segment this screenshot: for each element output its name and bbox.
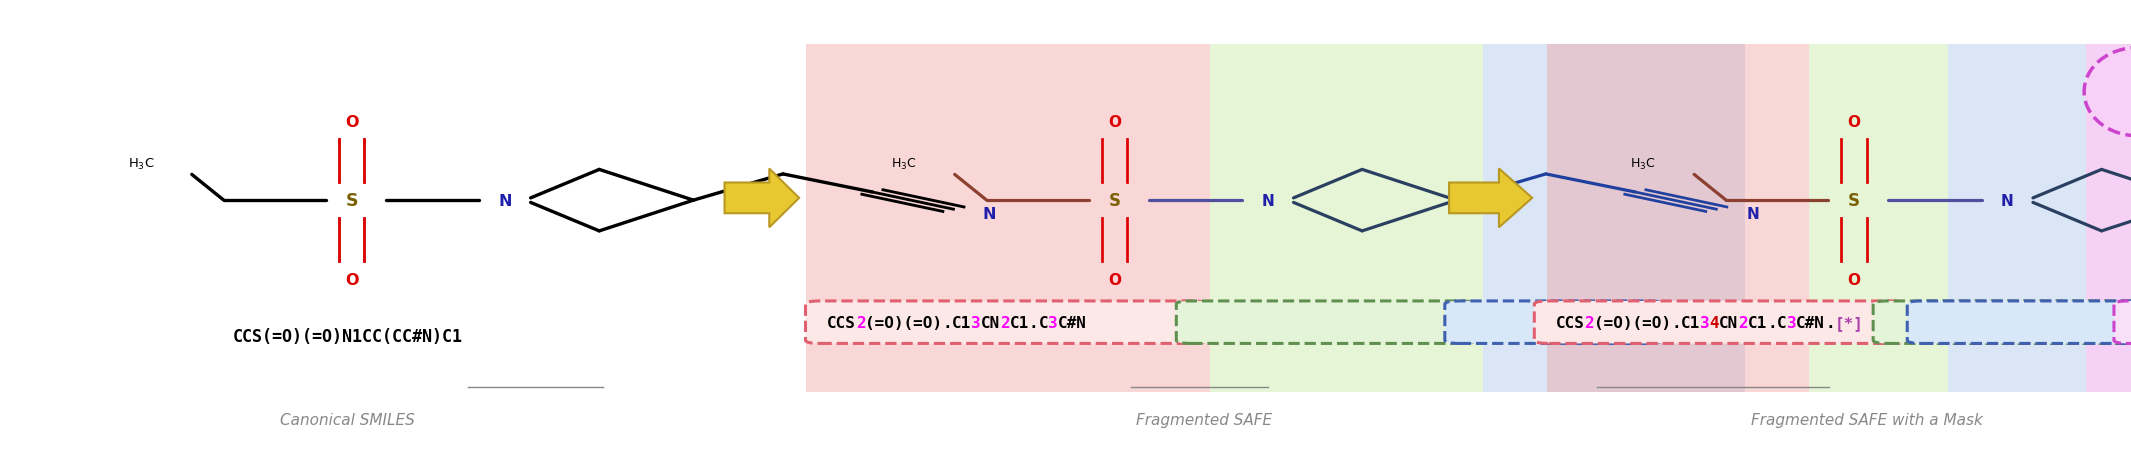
FancyBboxPatch shape bbox=[1809, 45, 1948, 392]
FancyBboxPatch shape bbox=[1948, 45, 2086, 392]
Ellipse shape bbox=[2084, 48, 2131, 136]
FancyArrow shape bbox=[1449, 169, 1532, 228]
Text: .: . bbox=[1671, 315, 1681, 330]
Text: N: N bbox=[1745, 207, 1758, 222]
Text: 3: 3 bbox=[1701, 315, 1709, 330]
Text: 4: 4 bbox=[1709, 315, 1720, 330]
Text: Canonical SMILES: Canonical SMILES bbox=[279, 412, 416, 427]
Text: O: O bbox=[1848, 114, 1860, 129]
Text: Fragmented SAFE: Fragmented SAFE bbox=[1136, 412, 1272, 427]
FancyBboxPatch shape bbox=[1534, 301, 1907, 344]
Text: C: C bbox=[1777, 315, 1786, 330]
Text: O: O bbox=[1848, 272, 1860, 287]
Text: O: O bbox=[1108, 114, 1121, 129]
Text: H$_3$C: H$_3$C bbox=[128, 156, 153, 171]
Text: CN: CN bbox=[1720, 315, 1739, 330]
Text: (=O)(=O): (=O)(=O) bbox=[865, 315, 942, 330]
Text: S: S bbox=[1848, 192, 1860, 210]
FancyBboxPatch shape bbox=[1873, 301, 2131, 344]
Text: 3: 3 bbox=[972, 315, 980, 330]
Text: H$_3$C: H$_3$C bbox=[891, 156, 916, 171]
Text: C1: C1 bbox=[953, 315, 972, 330]
Text: N: N bbox=[982, 207, 997, 222]
FancyBboxPatch shape bbox=[1210, 45, 1483, 392]
Text: S: S bbox=[345, 192, 358, 210]
Text: CCS(=O)(=O)N1CC(CC#N)C1: CCS(=O)(=O)N1CC(CC#N)C1 bbox=[232, 327, 462, 345]
Text: N: N bbox=[2001, 193, 2014, 208]
Text: C#N: C#N bbox=[1796, 315, 1824, 330]
Text: CCS: CCS bbox=[827, 315, 857, 330]
Text: H$_3$C: H$_3$C bbox=[1630, 156, 1656, 171]
FancyBboxPatch shape bbox=[1483, 45, 1745, 392]
Text: 2: 2 bbox=[1585, 315, 1594, 330]
Text: O: O bbox=[1108, 272, 1121, 287]
Text: CN: CN bbox=[980, 315, 999, 330]
FancyBboxPatch shape bbox=[1907, 301, 2131, 344]
Text: .: . bbox=[1029, 315, 1038, 330]
Text: C1: C1 bbox=[1681, 315, 1701, 330]
Text: Fragmented SAFE with a Mask: Fragmented SAFE with a Mask bbox=[1752, 412, 1982, 427]
Text: CCS: CCS bbox=[1556, 315, 1585, 330]
Text: C1: C1 bbox=[1010, 315, 1029, 330]
Text: .: . bbox=[1767, 315, 1777, 330]
Text: 3: 3 bbox=[1048, 315, 1057, 330]
FancyBboxPatch shape bbox=[1547, 45, 1809, 392]
Text: C#N: C#N bbox=[1057, 315, 1087, 330]
Text: .: . bbox=[1824, 315, 1835, 330]
Text: S: S bbox=[1108, 192, 1121, 210]
Text: 3: 3 bbox=[1786, 315, 1796, 330]
Text: 2: 2 bbox=[999, 315, 1010, 330]
FancyBboxPatch shape bbox=[806, 301, 1206, 344]
Text: [*]: [*] bbox=[1835, 315, 1865, 330]
FancyBboxPatch shape bbox=[1176, 301, 1475, 344]
Text: N: N bbox=[499, 193, 511, 208]
FancyBboxPatch shape bbox=[2114, 301, 2131, 344]
Text: C1: C1 bbox=[1747, 315, 1767, 330]
Text: C: C bbox=[1038, 315, 1048, 330]
Text: N: N bbox=[1262, 193, 1274, 208]
FancyBboxPatch shape bbox=[1445, 301, 1662, 344]
Text: 2: 2 bbox=[1739, 315, 1747, 330]
Text: (=O)(=O): (=O)(=O) bbox=[1594, 315, 1671, 330]
FancyBboxPatch shape bbox=[806, 45, 1210, 392]
Text: O: O bbox=[345, 114, 358, 129]
Text: .: . bbox=[942, 315, 953, 330]
Text: 2: 2 bbox=[857, 315, 865, 330]
FancyBboxPatch shape bbox=[2086, 45, 2131, 392]
Text: O: O bbox=[345, 272, 358, 287]
FancyArrow shape bbox=[725, 169, 799, 228]
